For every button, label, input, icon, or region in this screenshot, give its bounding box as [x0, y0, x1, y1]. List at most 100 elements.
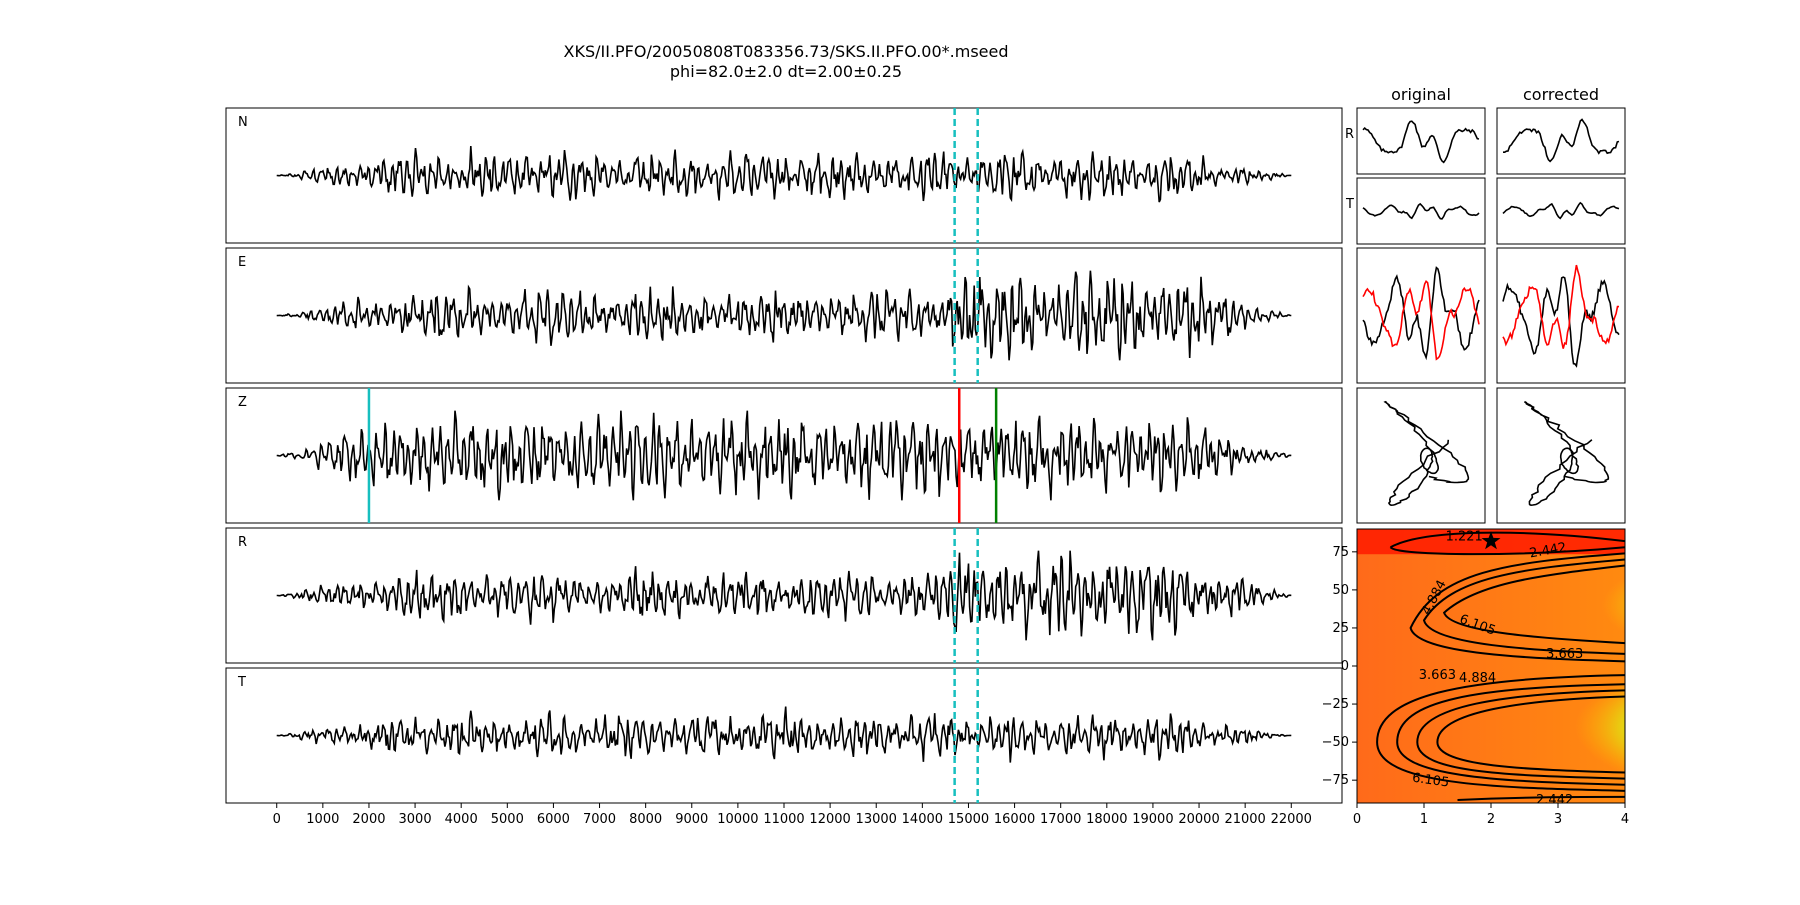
x-tick-label: 18000 — [1086, 812, 1127, 827]
small-panel — [1356, 177, 1486, 245]
x-tick-label: 5000 — [491, 812, 524, 827]
x-tick-label: 6000 — [537, 812, 570, 827]
trace-label: E — [238, 255, 246, 270]
trace-line — [276, 706, 1292, 763]
contour-y-tick-label: −75 — [1322, 773, 1349, 788]
row-label: T — [1345, 197, 1354, 212]
trace-line — [276, 410, 1292, 501]
contour-level-label: 6.105 — [1411, 771, 1450, 791]
small-panel-frame — [1356, 387, 1486, 524]
contour-y-tick-label: 0 — [1341, 659, 1349, 674]
particle-motion — [1524, 401, 1610, 507]
row-label: R — [1345, 127, 1354, 142]
contour-line — [1376, 674, 1625, 792]
trace-panel-e: E — [225, 247, 1343, 384]
trace-label: T — [237, 675, 246, 690]
x-tick-label: 8000 — [629, 812, 662, 827]
contour-y-tick-label: 25 — [1332, 621, 1349, 636]
contour-level-label: 4.884 — [1459, 671, 1496, 686]
chart-subtitle: phi=82.0±2.0 dt=2.00±0.25 — [670, 62, 902, 81]
small-panel — [1496, 247, 1626, 384]
trace-panel-t: T — [225, 667, 1343, 804]
contour-y-tick-label: −50 — [1322, 735, 1349, 750]
contour-line — [1442, 564, 1625, 645]
contour-y-tick-label: 50 — [1332, 583, 1349, 598]
contour-x-tick-label: 3 — [1554, 812, 1562, 827]
trace-panel-n: N — [225, 107, 1343, 244]
surface-maximum-top — [1395, 543, 1625, 668]
small-panel-frame — [1496, 107, 1626, 175]
transverse-wave — [1362, 202, 1480, 220]
contour-line — [1416, 689, 1625, 780]
contour-level-label: 3.663 — [1419, 668, 1456, 683]
trace-line — [276, 270, 1292, 361]
small-panel-frame — [1496, 247, 1626, 384]
x-tick-label: 17000 — [1040, 812, 1081, 827]
particle-motion-panels: original corrected R T — [1345, 85, 1626, 524]
particle-motion — [1383, 400, 1470, 507]
column-title: original — [1391, 85, 1451, 104]
x-tick-label: 7000 — [583, 812, 616, 827]
contour-level-label: 2.442 — [1528, 540, 1567, 561]
panel-frame — [225, 527, 1343, 664]
trace-line — [276, 550, 1292, 641]
small-panel — [1496, 107, 1626, 175]
x-tick-label: 13000 — [856, 812, 897, 827]
small-panel-frame — [1496, 387, 1626, 524]
x-tick-label: 15000 — [948, 812, 989, 827]
small-panel-frame — [1496, 177, 1626, 245]
contour-x-tick-label: 2 — [1487, 812, 1495, 827]
x-tick-label: 1000 — [306, 812, 339, 827]
x-tick-label: 3000 — [399, 812, 432, 827]
x-tick-label: 19000 — [1132, 812, 1173, 827]
contour-level-label: 3.663 — [1546, 647, 1583, 662]
trace-panel-r: R — [225, 527, 1343, 664]
x-tick-label: 20000 — [1178, 812, 1219, 827]
contour-x-tick-label: 1 — [1420, 812, 1428, 827]
contour-y-tick-label: 75 — [1332, 545, 1349, 560]
small-panel — [1356, 247, 1486, 384]
radial-wave — [1503, 118, 1620, 163]
slow-wave — [1362, 279, 1480, 361]
x-tick-label: 10000 — [717, 812, 758, 827]
small-panel-frame — [1356, 177, 1486, 245]
panel-frame — [225, 107, 1343, 244]
contour-line — [1409, 552, 1625, 663]
slow-wave — [1502, 264, 1619, 349]
small-panel-frame — [1356, 107, 1486, 175]
contour-line — [1390, 531, 1625, 549]
x-tick-label: 22000 — [1271, 812, 1312, 827]
trace-label: R — [238, 535, 247, 550]
contour-level-label: 1.221 — [1446, 530, 1483, 545]
x-tick-label: 4000 — [445, 812, 478, 827]
x-tick-label: 16000 — [994, 812, 1035, 827]
contour-level-label: 2.442 — [1536, 793, 1573, 808]
x-tick-label: 11000 — [763, 812, 804, 827]
column-title: corrected — [1523, 85, 1599, 104]
contour-y-tick-label: −25 — [1322, 697, 1349, 712]
small-panel — [1496, 177, 1626, 245]
contour-x-tick-label: 4 — [1621, 812, 1629, 827]
x-tick-label: 0 — [273, 812, 281, 827]
best-fit-star — [1481, 531, 1501, 550]
trace-label: N — [238, 115, 248, 130]
contour-x-tick-label: 0 — [1353, 812, 1361, 827]
x-tick-label: 2000 — [352, 812, 385, 827]
trace-line — [276, 146, 1292, 203]
contour-line — [1396, 683, 1625, 786]
trace-label: Z — [238, 395, 247, 410]
contour-line — [1389, 546, 1625, 556]
x-tick-label: 21000 — [1224, 812, 1265, 827]
trace-panel-z: Z — [225, 387, 1343, 524]
small-panel-frame — [1356, 247, 1486, 384]
transverse-wave — [1502, 201, 1620, 220]
x-axis: 0 1000 2000 3000 4000 5000 6000 7000 8000 9000 100… — [273, 803, 1312, 827]
chart-title: XKS/II.PFO/20050808T083356.73/SKS.II.PFO… — [564, 42, 1009, 61]
contour-line — [1457, 795, 1625, 801]
trace-panels: N E Z R T — [225, 107, 1343, 804]
fast-wave — [1502, 276, 1620, 368]
contour-line — [1436, 695, 1625, 774]
